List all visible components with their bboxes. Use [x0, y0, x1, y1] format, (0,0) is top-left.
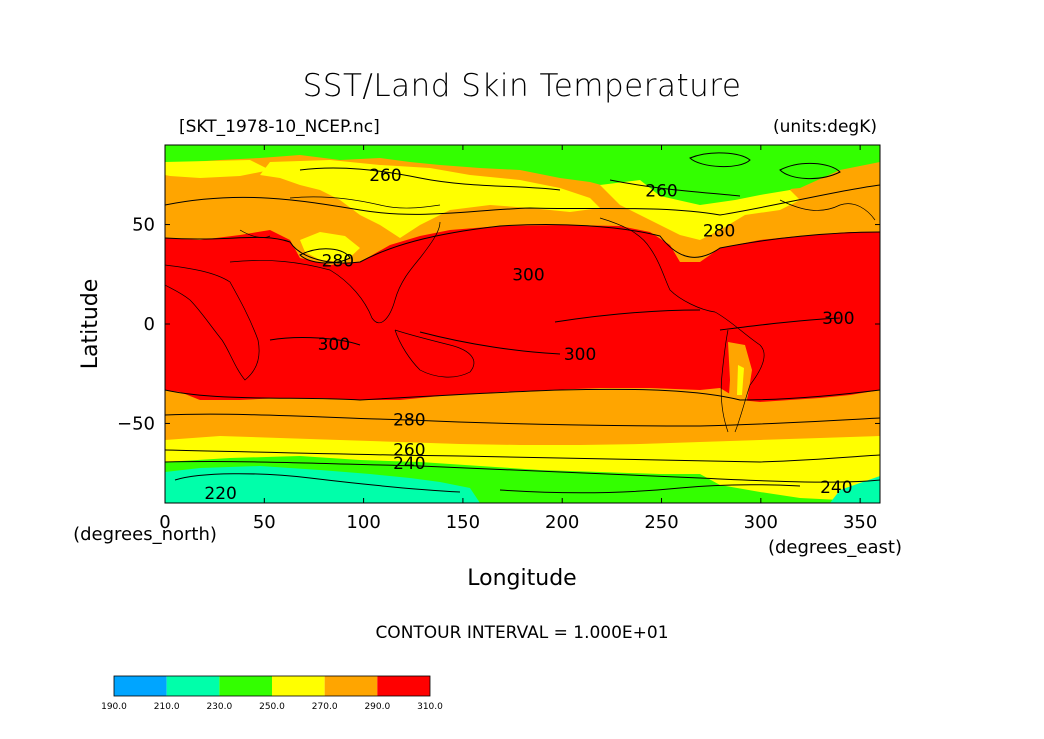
y-axis-title: Latitude	[78, 279, 103, 370]
contour-label: 260	[393, 440, 425, 460]
colorbar: 190.0 210.0 230.0 250.0 270.0 290.0 310.0	[101, 675, 443, 712]
y-axis: −50 0 50	[117, 215, 880, 434]
colorbar-level-label: 270.0	[312, 702, 338, 712]
y-tick-label: 50	[132, 215, 155, 236]
colorbar-swatch	[272, 676, 325, 696]
x-units-label: (degrees_east)	[768, 537, 902, 558]
colorbar-swatch	[219, 676, 272, 696]
antarctic-coldest-region	[165, 466, 480, 503]
file-label: [SKT_1978-10_NCEP.nc]	[179, 117, 380, 137]
colorbar-swatch	[114, 676, 167, 696]
colorbar-level-label: 190.0	[101, 702, 127, 712]
x-axis-title: Longitude	[467, 566, 576, 591]
contour-label: 280	[322, 251, 354, 271]
x-axis: 0 50 100 150 200 250 300 350	[159, 145, 877, 533]
contour-label: 300	[512, 265, 544, 285]
contour-label: 280	[393, 410, 425, 430]
colorbar-level-label: 230.0	[206, 702, 232, 712]
y-tick-label: 0	[144, 314, 155, 335]
chart-title: SST/Land Skin Temperature	[303, 68, 742, 104]
colorbar-frame	[113, 675, 431, 697]
colorbar-level-label: 310.0	[417, 702, 443, 712]
contour-interval-note: CONTOUR INTERVAL = 1.000E+01	[375, 623, 668, 643]
x-tick-label: 50	[253, 512, 276, 533]
contour-label: 260	[369, 166, 401, 186]
contour-lines	[165, 152, 880, 494]
contour-label: 240	[820, 478, 852, 498]
contour-label: 220	[204, 484, 236, 504]
colorbar-level-label: 210.0	[154, 702, 180, 712]
contour-label: 300	[318, 335, 350, 355]
x-tick-label: 0	[159, 512, 170, 533]
x-tick-label: 250	[644, 512, 678, 533]
colorbar-swatch	[377, 676, 430, 696]
coastlines	[165, 196, 876, 433]
contour-label: 260	[645, 182, 677, 202]
colorbar-swatch	[324, 676, 378, 696]
colorbar-swatch	[166, 676, 220, 696]
colorbar-level-label: 250.0	[259, 702, 285, 712]
colorbar-level-label: 290.0	[364, 702, 390, 712]
contour-label: 300	[822, 309, 854, 329]
tibet-cold-region	[300, 232, 360, 262]
temperature-field	[165, 145, 880, 503]
x-tick-label: 200	[545, 512, 579, 533]
contour-label: 300	[564, 345, 596, 365]
contour-label: 280	[703, 222, 735, 242]
y-tick-label: −50	[117, 413, 155, 434]
siberia-cold-region	[260, 160, 600, 238]
tropical-warm-region	[165, 225, 880, 402]
contour-label: 240	[393, 454, 425, 474]
x-tick-label: 300	[744, 512, 778, 533]
x-tick-label: 150	[446, 512, 480, 533]
x-tick-label: 100	[346, 512, 380, 533]
units-label: (units:degK)	[773, 117, 877, 137]
x-tick-label: 350	[843, 512, 877, 533]
y-units-label: (degrees_north)	[73, 524, 217, 545]
